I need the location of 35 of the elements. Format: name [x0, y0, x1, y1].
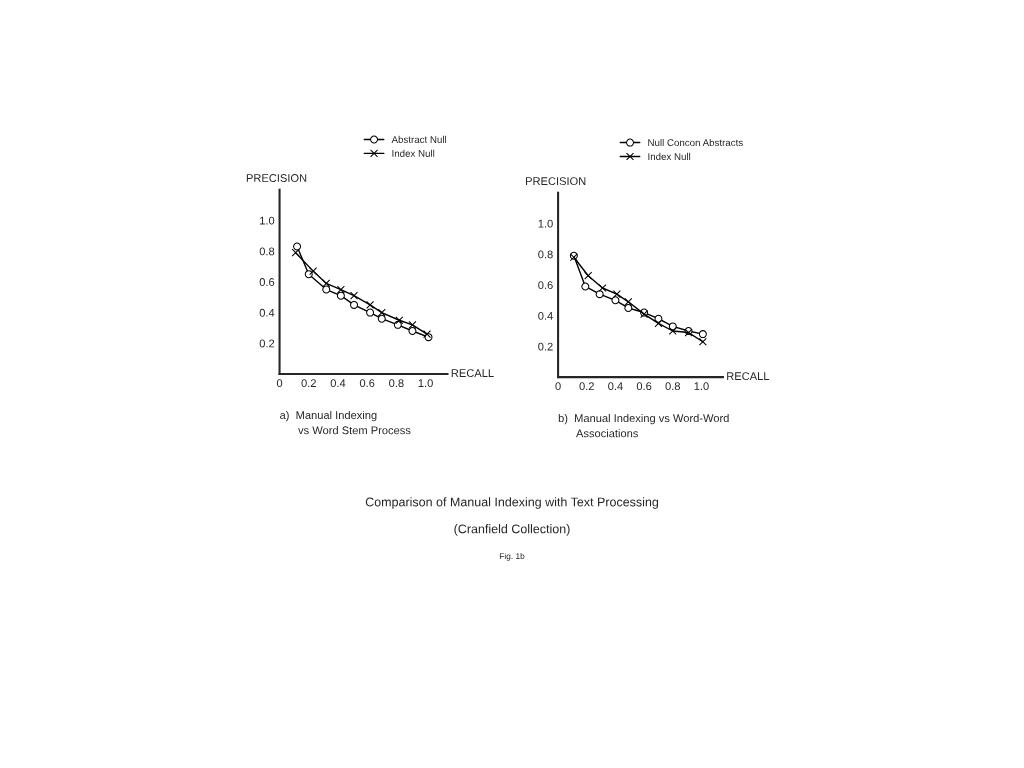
legend-label: Abstract Null — [391, 135, 447, 143]
y-tick-label: 0.4 — [538, 311, 553, 320]
x-tick-label: 0.6 — [359, 379, 375, 388]
y-tick-label: 0.2 — [538, 342, 553, 351]
x-tick-label: 1.0 — [694, 382, 709, 391]
x-tick-label: 0.4 — [608, 382, 623, 391]
x-tick-label: 0 — [555, 382, 561, 391]
y-tick-label: 0.8 — [538, 250, 553, 259]
x-tick-label: 0.2 — [579, 382, 594, 391]
y-axis-title: PRECISION — [246, 174, 307, 182]
x-tick-label: 1.0 — [418, 379, 433, 388]
y-tick-label: 1.0 — [538, 219, 553, 228]
legend-label: Index Null — [648, 152, 691, 160]
x-axis-title: RECALL — [727, 372, 770, 381]
y-axis-title: PRECISION — [526, 177, 586, 186]
y-tick-label: 0.2 — [259, 339, 275, 348]
text: (Cranfield Collection) — [454, 524, 570, 536]
text: b) Manual Indexing vs Word-Word Associations — [558, 413, 729, 438]
y-tick-label: 0.4 — [259, 308, 275, 317]
y-tick-label: 0.6 — [259, 278, 275, 286]
y-tick-label: 1.0 — [260, 216, 275, 225]
y-tick-label: 0.6 — [538, 281, 553, 290]
x-tick-label: 0.2 — [301, 379, 316, 388]
x-tick-label: 0.8 — [389, 379, 404, 388]
x-tick-label: 0.4 — [330, 379, 346, 388]
text: a) Manual Indexing vs Word Stem Process — [280, 410, 411, 435]
legend-label: Null Concon Abstracts — [648, 138, 743, 147]
x-tick-label: 0.8 — [665, 382, 681, 391]
x-tick-label: 0.6 — [636, 382, 652, 391]
text: Comparison of Manual Indexing with Text Processing — [365, 497, 659, 509]
y-tick-label: 0.8 — [259, 247, 275, 256]
x-axis-title: RECALL — [451, 369, 494, 377]
x-tick-label: 0 — [276, 379, 283, 388]
caption: Fig. 1b — [499, 552, 525, 561]
legend-label: Index Null — [392, 149, 435, 157]
